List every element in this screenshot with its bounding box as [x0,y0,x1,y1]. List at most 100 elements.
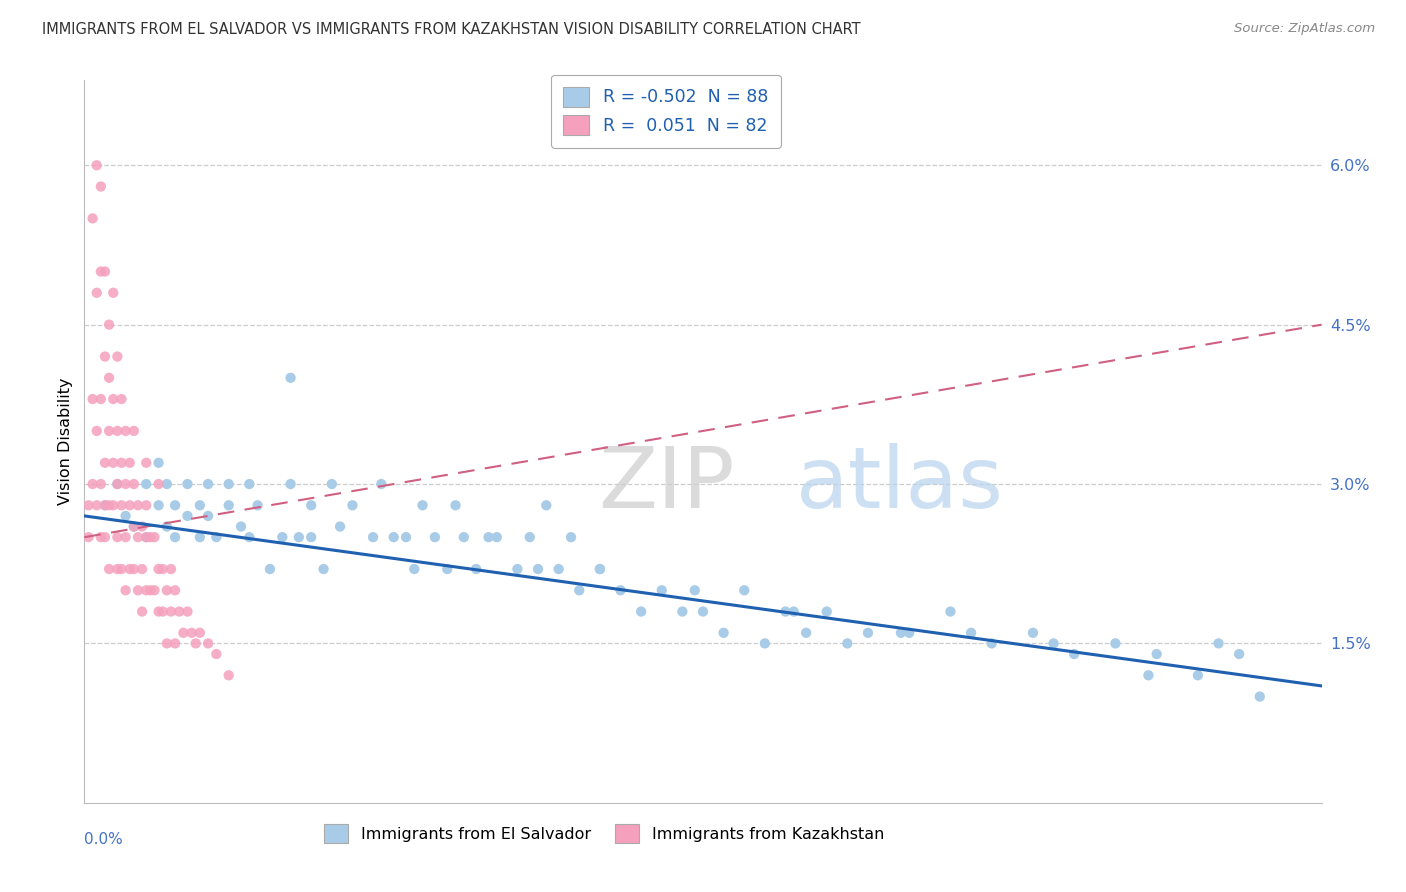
Point [98,424,121,438]
Point [1137,668,1160,682]
Point [370,477,392,491]
Point [148,562,170,576]
Point [156,636,179,650]
Point [127,498,149,512]
Point [589,562,612,576]
Point [77,498,100,512]
Point [90,477,112,491]
Point [733,583,755,598]
Point [103,392,125,406]
Point [271,530,294,544]
Point [218,498,240,512]
Point [299,530,322,544]
Point [477,530,499,544]
Point [197,636,219,650]
Point [754,636,776,650]
Point [114,583,136,598]
Point [103,456,125,470]
Point [188,625,211,640]
Point [90,264,112,278]
Point [453,530,475,544]
Point [139,583,162,598]
Point [148,456,170,470]
Point [856,625,879,640]
Point [288,530,311,544]
Text: Source: ZipAtlas.com: Source: ZipAtlas.com [1234,22,1375,36]
Point [114,477,136,491]
Point [671,605,693,619]
Point [898,625,921,640]
Point [188,530,211,544]
Point [135,530,157,544]
Point [506,562,529,576]
Point [86,424,108,438]
Point [568,583,591,598]
Point [122,519,145,533]
Point [94,350,117,364]
Point [238,530,260,544]
Point [218,477,240,491]
Point [1022,625,1045,640]
Point [172,625,194,640]
Point [205,647,228,661]
Point [105,562,128,576]
Point [329,519,352,533]
Point [589,562,612,576]
Point [90,530,112,544]
Point [229,519,252,533]
Point [135,498,157,512]
Point [205,530,228,544]
Legend: Immigrants from El Salvador, Immigrants from Kazakhstan: Immigrants from El Salvador, Immigrants … [318,818,890,849]
Point [1146,647,1168,661]
Point [404,562,426,576]
Point [86,498,108,512]
Point [105,477,128,491]
Point [122,519,145,533]
Point [165,583,187,598]
Point [713,625,735,640]
Point [188,498,211,512]
Point [135,530,157,544]
Point [176,508,198,523]
Point [815,605,838,619]
Point [1104,636,1126,650]
Point [560,530,582,544]
Point [547,562,569,576]
Point [465,562,488,576]
Point [131,519,153,533]
Point [890,625,912,640]
Point [90,392,112,406]
Text: atlas: atlas [796,443,1004,526]
Point [980,636,1002,650]
Point [82,477,104,491]
Point [105,477,128,491]
Point [94,264,117,278]
Point [412,498,434,512]
Point [444,498,467,512]
Point [98,371,121,385]
Point [299,498,322,512]
Point [436,562,458,576]
Point [148,477,170,491]
Point [197,508,219,523]
Point [361,530,384,544]
Point [139,530,162,544]
Point [1249,690,1271,704]
Point [110,456,132,470]
Point [165,530,187,544]
Point [176,605,198,619]
Point [114,424,136,438]
Text: IMMIGRANTS FROM EL SALVADOR VS IMMIGRANTS FROM KAZAKHSTAN VISION DISABILITY CORR: IMMIGRANTS FROM EL SALVADOR VS IMMIGRANT… [42,22,860,37]
Point [105,350,128,364]
Point [536,498,558,512]
Point [160,562,183,576]
Point [94,530,117,544]
Point [143,583,166,598]
Point [105,424,128,438]
Point [105,530,128,544]
Point [98,562,121,576]
Point [148,498,170,512]
Point [127,583,149,598]
Point [94,456,117,470]
Point [152,605,174,619]
